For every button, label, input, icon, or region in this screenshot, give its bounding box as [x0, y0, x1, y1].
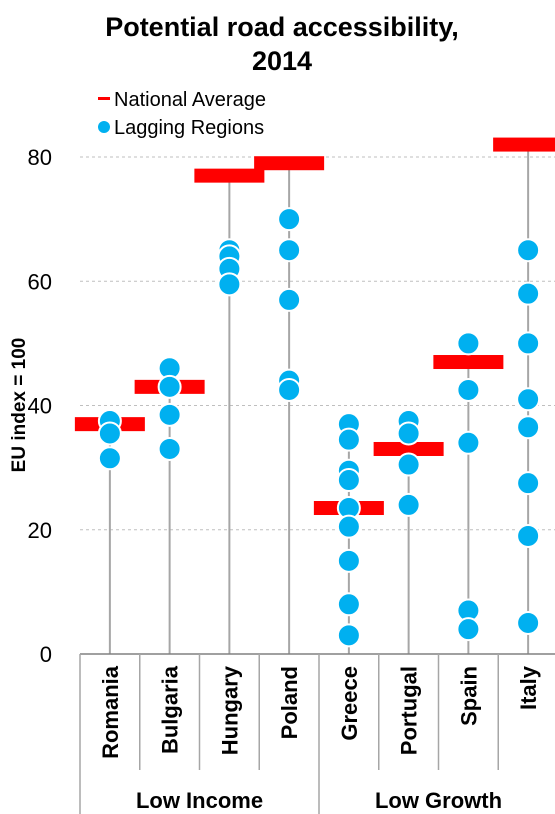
point-greece-6 [336, 548, 361, 573]
category-label-poland: Poland [277, 666, 302, 739]
average-marker-hungary [194, 168, 265, 183]
point-italy-3 [516, 387, 541, 412]
point-italy-7 [516, 610, 541, 635]
point-greece-8 [336, 623, 361, 648]
point-italy-5 [516, 471, 541, 496]
legend-regions-label: Lagging Regions [114, 117, 264, 139]
point-spain-4 [456, 617, 481, 642]
lagging-region-points [97, 207, 541, 648]
category-label-romania: Romania [98, 665, 123, 759]
category-labels: Romania Bulgaria Hungary Poland Greece Portug… [98, 665, 541, 759]
point-greece-7 [336, 592, 361, 617]
point-bulgaria-3 [157, 436, 182, 461]
average-marker-portugal [373, 441, 444, 456]
point-bulgaria-2 [157, 402, 182, 427]
chart-title-line-2: 2014 [252, 46, 312, 76]
point-romania-1 [97, 421, 122, 446]
point-italy-1 [516, 281, 541, 306]
y-tick-label-40: 40 [28, 394, 52, 419]
x-axis [79, 653, 555, 814]
grid-lines [80, 156, 555, 531]
group-label-1: Low Growth [375, 788, 502, 813]
national-average-markers [74, 137, 555, 516]
y-tick-label-80: 80 [28, 145, 52, 170]
point-romania-2 [97, 446, 122, 471]
y-tick-label-60: 60 [28, 269, 52, 294]
point-poland-0 [277, 207, 302, 232]
chart-title-line-1: Potential road accessibility, [105, 12, 459, 42]
group-labels: Low Income Low Growth [136, 788, 502, 813]
point-italy-6 [516, 523, 541, 548]
y-tick-labels: 0 20 40 60 80 [28, 145, 52, 667]
point-poland-2 [277, 287, 302, 312]
legend: National Average Lagging Regions [98, 89, 266, 139]
point-bulgaria-1 [157, 374, 182, 399]
point-greece-5 [336, 514, 361, 539]
average-marker-spain [433, 355, 504, 370]
point-italy-2 [516, 331, 541, 356]
y-tick-label-20: 20 [28, 518, 52, 543]
point-spain-2 [456, 430, 481, 455]
category-label-italy: Italy [516, 665, 541, 710]
point-greece-1 [336, 427, 361, 452]
point-poland-1 [277, 238, 302, 263]
point-portugal-2 [396, 452, 421, 477]
y-tick-label-0: 0 [40, 642, 52, 667]
category-label-spain: Spain [456, 666, 481, 726]
point-poland-4 [277, 377, 302, 402]
point-greece-3 [336, 468, 361, 493]
point-spain-0 [456, 331, 481, 356]
point-spain-1 [456, 377, 481, 402]
point-hungary-3 [217, 272, 242, 297]
category-label-hungary: Hungary [217, 665, 242, 755]
category-label-greece: Greece [337, 666, 362, 741]
legend-regions-swatch [98, 121, 110, 133]
point-italy-0 [516, 238, 541, 263]
legend-average-label: National Average [114, 89, 266, 111]
average-marker-poland [254, 156, 325, 171]
point-portugal-3 [396, 492, 421, 517]
y-axis-label: EU index = 100 [9, 338, 30, 473]
average-marker-italy [493, 137, 555, 152]
point-italy-4 [516, 415, 541, 440]
category-label-bulgaria: Bulgaria [158, 665, 183, 754]
category-label-portugal: Portugal [397, 666, 422, 755]
legend-average-swatch [98, 97, 110, 100]
point-portugal-1 [396, 421, 421, 446]
group-label-0: Low Income [136, 788, 263, 813]
